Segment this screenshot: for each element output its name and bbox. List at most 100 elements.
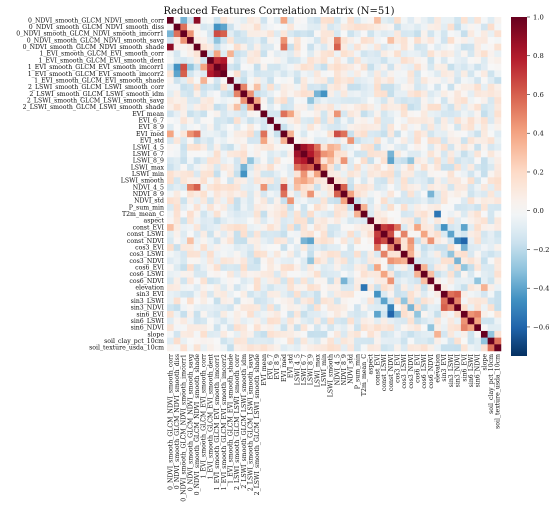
heatmap-cell	[287, 324, 295, 332]
heatmap-cell	[434, 310, 442, 318]
heatmap-cell	[347, 244, 355, 252]
heatmap-cell	[253, 97, 261, 105]
heatmap-cell	[247, 123, 255, 131]
x-tick-labels: 0_NDVI_smooth_GLCM_NDVI_smooth_corr 0_NDV…	[167, 353, 501, 501]
heatmap-cell	[327, 163, 335, 171]
heatmap-cell	[293, 217, 301, 225]
heatmap-cell	[447, 157, 455, 165]
heatmap-cell	[193, 103, 201, 111]
heatmap-cell	[200, 123, 208, 131]
heatmap-cell	[427, 177, 435, 185]
heatmap-cell	[414, 163, 422, 171]
heatmap-cell	[247, 130, 255, 138]
heatmap-cell	[487, 317, 495, 325]
heatmap-cell	[440, 277, 448, 285]
x-tick-label: 0_NDVI_smooth_GLCM_NDVI_smooth_diss	[174, 354, 181, 489]
heatmap-cell	[400, 304, 408, 312]
heatmap-cell	[340, 210, 348, 218]
heatmap-cell	[420, 304, 428, 312]
heatmap-cell	[367, 310, 375, 318]
heatmap-cell	[434, 23, 442, 31]
heatmap-cell	[400, 130, 408, 138]
heatmap-cell	[187, 190, 194, 198]
heatmap-cell	[173, 337, 181, 345]
heatmap-cell	[427, 230, 435, 238]
heatmap-cell	[247, 110, 255, 118]
heatmap-cell	[340, 324, 348, 332]
heatmap-cell	[334, 190, 341, 198]
heatmap-cell	[474, 224, 482, 232]
heatmap-cell	[347, 130, 355, 138]
heatmap-cell	[354, 217, 361, 225]
heatmap-cell	[420, 270, 428, 278]
heatmap-cell	[327, 324, 335, 332]
heatmap-cell	[320, 123, 328, 131]
heatmap-cell	[207, 90, 215, 98]
heatmap-cell	[487, 244, 495, 252]
heatmap-cell	[167, 310, 174, 318]
heatmap-cell	[233, 257, 241, 265]
heatmap-cell	[447, 297, 455, 305]
heatmap-cell	[273, 143, 281, 151]
heatmap-cell	[340, 184, 348, 191]
heatmap-cell	[347, 224, 355, 232]
heatmap-cell	[220, 337, 228, 345]
heatmap-cell	[320, 237, 328, 245]
heatmap-cell	[334, 290, 341, 298]
heatmap-cell	[360, 184, 368, 191]
heatmap-cell	[233, 117, 241, 125]
heatmap-cell	[313, 130, 321, 138]
heatmap-cell	[293, 257, 301, 265]
heatmap-cell	[434, 250, 442, 258]
heatmap-cell	[280, 143, 288, 151]
heatmap-cell	[233, 310, 241, 318]
heatmap-cell	[320, 177, 328, 185]
heatmap-cell	[374, 250, 382, 258]
heatmap-cell	[260, 244, 268, 252]
heatmap-cell	[387, 130, 395, 138]
heatmap-cell	[273, 184, 281, 191]
heatmap-cell	[380, 117, 388, 125]
heatmap-cell	[340, 77, 348, 85]
heatmap-cell	[347, 204, 355, 211]
x-tick-label: LSWI_min	[321, 354, 328, 386]
heatmap-cell	[247, 170, 255, 178]
heatmap-cell	[360, 244, 368, 252]
heatmap-cell	[307, 317, 315, 325]
heatmap-cell	[474, 77, 482, 85]
heatmap-cell	[327, 63, 335, 71]
heatmap-cell	[494, 197, 502, 205]
heatmap-cell	[414, 143, 422, 151]
heatmap-cell	[460, 37, 468, 44]
heatmap-cell	[253, 57, 261, 65]
heatmap-cell	[233, 224, 241, 232]
heatmap-cell	[207, 284, 215, 292]
heatmap-cell	[467, 170, 475, 178]
heatmap-cell	[460, 50, 468, 58]
heatmap-cell	[260, 123, 268, 131]
heatmap-cell	[347, 230, 355, 238]
heatmap-cell	[313, 344, 321, 352]
heatmap-cell	[220, 257, 228, 265]
heatmap-cell	[220, 177, 228, 185]
heatmap-cell	[173, 237, 181, 245]
heatmap-cell	[173, 224, 181, 232]
heatmap-cell	[380, 57, 388, 65]
heatmap-cell	[460, 30, 468, 38]
heatmap-cell	[467, 244, 475, 252]
heatmap-cell	[360, 137, 368, 145]
heatmap-cell	[280, 190, 288, 198]
heatmap-cell	[414, 190, 422, 198]
heatmap-cell	[374, 50, 382, 58]
heatmap-cell	[414, 70, 422, 78]
heatmap-cell	[313, 97, 321, 105]
heatmap-cell	[380, 50, 388, 58]
heatmap-cell	[460, 110, 468, 118]
heatmap-cell	[307, 204, 315, 211]
heatmap-cell	[407, 163, 415, 171]
heatmap-cell	[494, 270, 502, 278]
heatmap-cell	[207, 137, 215, 145]
heatmap-cell	[247, 43, 255, 51]
heatmap-cell	[380, 30, 388, 38]
heatmap-cell	[340, 23, 348, 31]
